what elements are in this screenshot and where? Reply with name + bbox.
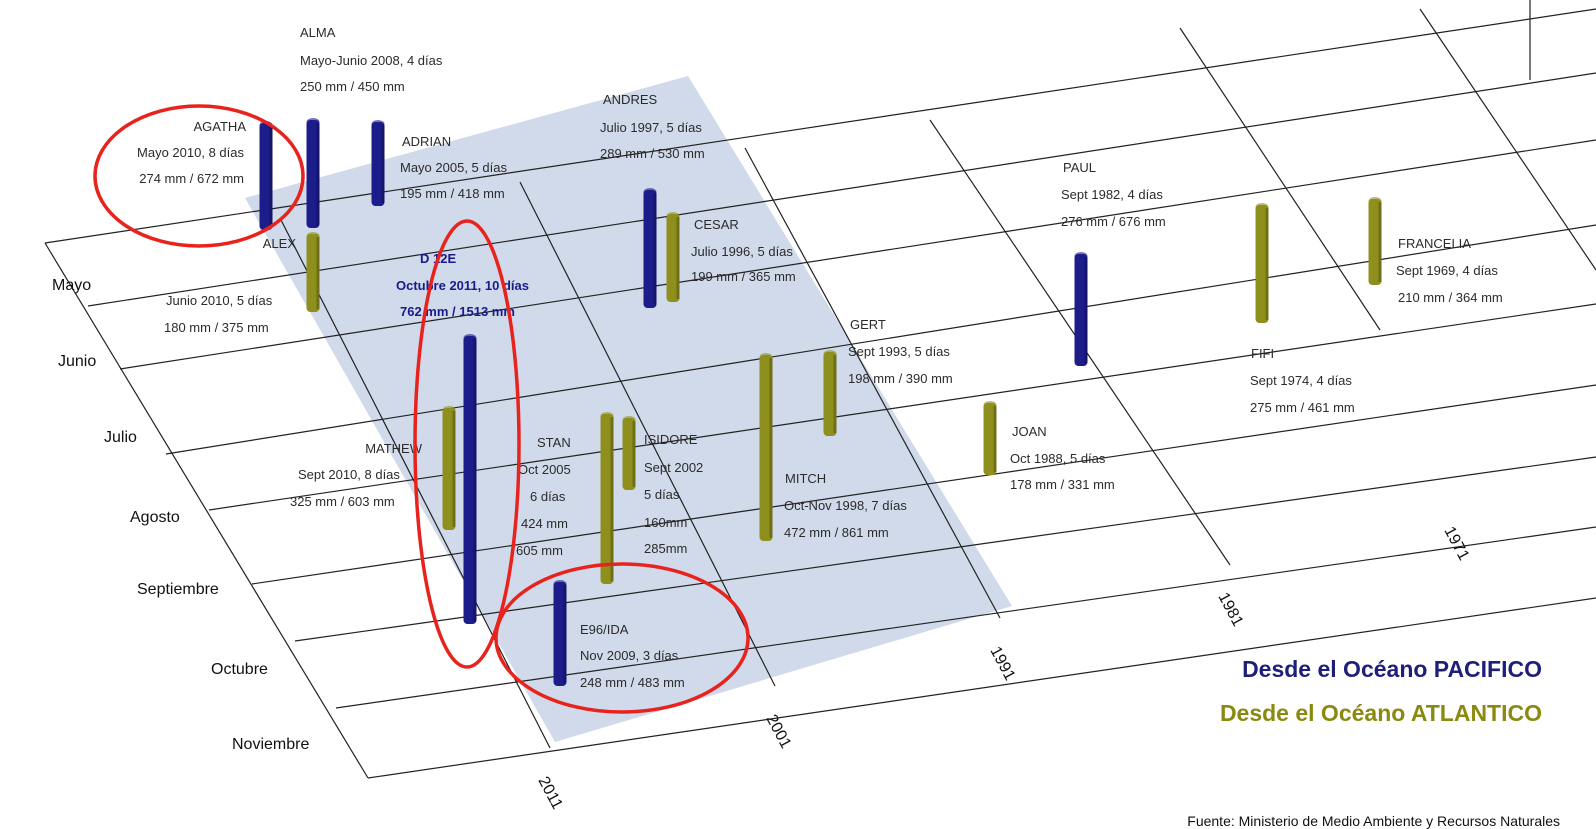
bar-d-12e <box>463 334 477 624</box>
label-andres-name: ANDRES <box>603 92 658 107</box>
bar-isidore <box>622 416 636 490</box>
month-label-4: Septiembre <box>137 581 219 598</box>
label-mitch-name: MITCH <box>785 471 826 486</box>
label-alex-rain: 180 mm / 375 mm <box>164 320 269 335</box>
label-d-12e-date: Octubre 2011, 10 días <box>396 278 529 293</box>
label-isidore-r2: 285mm <box>644 541 687 556</box>
year-label-2: 1991 <box>986 644 1018 683</box>
label-paul-rain: 276 mm / 676 mm <box>1061 214 1166 229</box>
label-isidore-date: Sept 2002 <box>644 460 703 475</box>
legend-pacific: Desde el Océano PACIFICO <box>1242 656 1542 682</box>
label-gert-date: Sept 1993, 5 días <box>848 344 950 359</box>
month-label-6: Noviembre <box>232 736 309 753</box>
label-fifi-name: FIFI <box>1251 346 1274 361</box>
storm-labels: ALMA Mayo-Junio 2008, 4 días 250 mm / 450 … <box>137 25 1503 690</box>
bar-cesar <box>666 212 680 302</box>
bar-mitch <box>759 353 773 541</box>
bar-mathew <box>442 406 456 530</box>
label-gert-rain: 198 mm / 390 mm <box>848 371 953 386</box>
label-stan-r2: 605 mm <box>516 543 563 558</box>
highlight-ida <box>494 562 750 714</box>
bar-andres <box>643 188 657 308</box>
label-alex-date: Junio 2010, 5 días <box>166 293 273 308</box>
year-label-0: 2011 <box>534 774 565 812</box>
bar-alex <box>306 232 320 312</box>
highlight-band <box>245 76 1012 742</box>
label-mathew-date: Sept 2010, 8 días <box>298 467 400 482</box>
source-note: Fuente: Ministerio de Medio Ambiente y R… <box>1187 813 1560 829</box>
bar-stan <box>600 412 614 584</box>
label-cesar-rain: 199 mm / 365 mm <box>691 269 796 284</box>
label-andres-date: Julio 1997, 5 días <box>600 120 702 135</box>
label-mitch-rain: 472 mm / 861 mm <box>784 525 889 540</box>
label-mathew-rain: 325 mm / 603 mm <box>290 494 395 509</box>
highlight-ellipses <box>93 104 750 714</box>
label-joan-rain: 178 mm / 331 mm <box>1010 477 1115 492</box>
month-label-5: Octubre <box>211 661 268 678</box>
label-stan-date: Oct 2005 <box>518 462 571 477</box>
bar-francelia <box>1368 197 1382 285</box>
bar-gert <box>823 350 837 436</box>
year-label-4: 1971 <box>1440 524 1472 563</box>
label-isidore-name: ISIDORE <box>644 432 698 447</box>
label-agatha-date: Mayo 2010, 8 días <box>137 145 244 160</box>
label-stan-name: STAN <box>537 435 571 450</box>
legend-atlantic: Desde el Océano ATLANTICO <box>1220 700 1542 726</box>
label-agatha-name: AGATHA <box>194 119 247 134</box>
bar-joan <box>983 401 997 475</box>
label-fifi-date: Sept 1974, 4 días <box>1250 373 1352 388</box>
label-alex-name: ALEX <box>263 236 297 251</box>
year-label-3: 1981 <box>1214 590 1246 629</box>
label-mathew-name: MATHEW <box>365 441 423 456</box>
label-d-12e-rain: 762 mm / 1513 mm <box>400 304 515 319</box>
bar-agatha <box>259 121 273 230</box>
label-e96-ida-name: E96/IDA <box>580 622 629 637</box>
label-andres-rain: 289 mm / 530 mm <box>600 146 705 161</box>
label-isidore-r1: 160mm <box>644 515 687 530</box>
label-stan-days: 6 días <box>530 489 566 504</box>
label-adrian-date: Mayo 2005, 5 días <box>400 160 507 175</box>
year-label-1: 2001 <box>762 712 794 751</box>
highlight-agatha <box>93 104 305 248</box>
bar-paul <box>1074 252 1088 366</box>
month-label-3: Agosto <box>130 509 180 526</box>
month-labels: Mayo Junio Julio Agosto Septiembre Octubre Nov… <box>52 277 309 753</box>
label-francelia-name: FRANCELIA <box>1398 236 1471 251</box>
month-label-0: Mayo <box>52 277 91 294</box>
label-alma-rain: 250 mm / 450 mm <box>300 79 405 94</box>
label-stan-r1: 424 mm <box>521 516 568 531</box>
highlight-d12e <box>413 219 521 669</box>
label-alma-name: ALMA <box>300 25 336 40</box>
bar-fifi <box>1255 203 1269 323</box>
label-paul-date: Sept 1982, 4 días <box>1061 187 1163 202</box>
label-joan-date: Oct 1988, 5 días <box>1010 451 1106 466</box>
label-cesar-name: CESAR <box>694 217 739 232</box>
label-cesar-date: Julio 1996, 5 días <box>691 244 793 259</box>
label-alma-date: Mayo-Junio 2008, 4 días <box>300 53 443 68</box>
bar-e96-ida <box>553 580 567 686</box>
label-isidore-days: 5 días <box>644 487 680 502</box>
bar-alma <box>306 118 320 228</box>
label-gert-name: GERT <box>850 317 886 332</box>
label-e96-ida-date: Nov 2009, 3 días <box>580 648 679 663</box>
label-e96-ida-rain: 248 mm / 483 mm <box>580 675 685 690</box>
label-adrian-name: ADRIAN <box>402 134 451 149</box>
bar-adrian <box>371 120 385 206</box>
label-adrian-rain: 195 mm / 418 mm <box>400 186 505 201</box>
label-francelia-date: Sept 1969, 4 días <box>1396 263 1498 278</box>
label-fifi-rain: 275 mm / 461 mm <box>1250 400 1355 415</box>
month-label-2: Julio <box>104 429 137 446</box>
month-label-1: Junio <box>58 353 96 370</box>
label-joan-name: JOAN <box>1012 424 1047 439</box>
label-mitch-date: Oct-Nov 1998, 7 días <box>784 498 907 513</box>
bars <box>259 118 1382 686</box>
label-francelia-rain: 210 mm / 364 mm <box>1398 290 1503 305</box>
label-paul-name: PAUL <box>1063 160 1096 175</box>
label-agatha-rain: 274 mm / 672 mm <box>139 171 244 186</box>
